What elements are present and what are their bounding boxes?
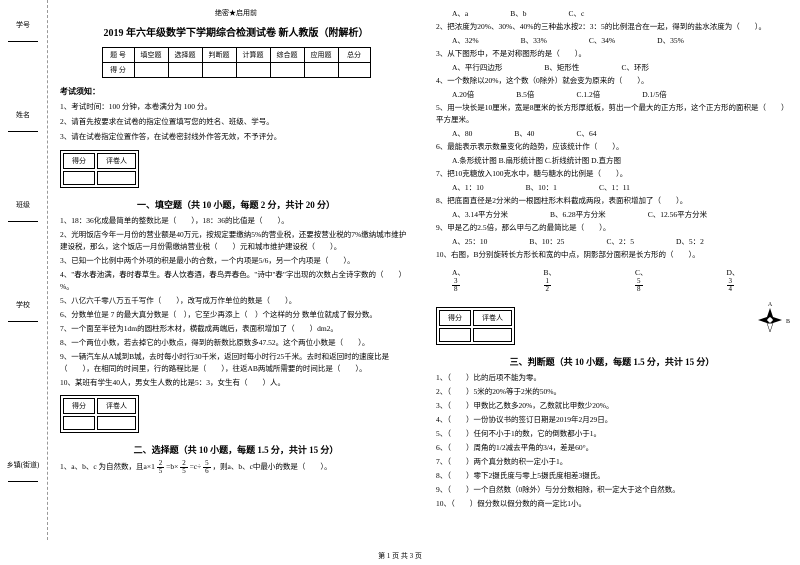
- notice-3: 3、请在试卷指定位置作答，在试卷密封线外作答无效，不予评分。: [60, 131, 412, 143]
- q3-3: 3、（ ）甲数比乙数多20%，乙数就比甲数少20%。: [436, 400, 788, 412]
- gutter-xingming: 姓名: [4, 110, 42, 132]
- q1-5: 5、八亿六千零八万五千写作（ ），改写成万作单位的数是（ ）。: [60, 295, 412, 307]
- sect2-title: 二、选择题（共 10 小题，每题 1.5 分，共计 15 分）: [60, 443, 412, 456]
- sect1-title: 一、填空题（共 10 小题，每题 2 分，共计 20 分）: [60, 198, 412, 211]
- q1-9: 9、一辆汽车从A城到B城，去时每小时行30千米，返回时每小时行25千米。去时和返…: [60, 351, 412, 375]
- q1-8: 8、一个两位小数，若去掉它的小数点，得到的新数比原数多47.52。这个两位小数是…: [60, 337, 412, 349]
- q3-1: 1、（ ）比的后项不能为零。: [436, 372, 788, 384]
- q1-1: 1、18：36化成最简单的整数比是（ ），18：36的比值是（ ）。: [60, 215, 412, 227]
- opts2-1: A、a B、b C、c: [452, 8, 788, 19]
- svg-text:B: B: [786, 319, 790, 325]
- gutter-banji: 班级: [4, 200, 42, 222]
- seal-text: 绝密★启用前: [60, 8, 412, 18]
- q3-9: 9、（ ）一个自然数（0除外）与分分数相除，积一定大于这个自然数。: [436, 484, 788, 496]
- opts2-7: A、1：10 B、10：1 C、1：11: [452, 182, 788, 193]
- opts2-2: A、32% B、33% C、34% D、35%: [452, 35, 788, 46]
- q3-2: 2、（ ）5米的20%等于2米的50%。: [436, 386, 788, 398]
- q3-5: 5、（ ）任何不小于1的数，它的倒数都小于1。: [436, 428, 788, 440]
- q2-1: 1、a、b、c 为自然数，且a×1 25 =b× 25 =c÷ 56 ，则a、b…: [60, 460, 412, 475]
- q3-10: 10、（ ）假分数以假分数的商一定比1小。: [436, 498, 788, 510]
- opts2-3: A、平行四边形 B、矩形性 C、环形: [452, 62, 788, 73]
- q1-2: 2、光明饭店今年一月份的营业额是40万元，按规定要缴纳5%的营业税，还要按营业税…: [60, 229, 412, 253]
- left-column: 绝密★启用前 2019 年六年级数学下学期综合检测试卷 新人教版（附解析） 题 …: [48, 0, 424, 540]
- sect1-score-box: 得分评卷人: [60, 150, 139, 188]
- gutter-xuexiao: 学校: [4, 300, 42, 322]
- q2-7: 7、把10克糖放入100克水中，糖与糖水的比例是（ ）。: [436, 168, 788, 180]
- compass-icon: A B: [750, 300, 790, 340]
- q2-2: 2、把浓度为20%、30%、40%的三种盐水按2：3：5的比例混合在一起，得到的…: [436, 21, 788, 33]
- binding-gutter: 学号 姓名 班级 学校 乡镇(街道): [0, 0, 48, 540]
- opts2-5: A、80 B、40 C、64: [452, 128, 788, 139]
- q2-3: 3、从下图形中，不是对称图形的是（ ）。: [436, 48, 788, 60]
- q3-7: 7、（ ）两个真分数的积一定小于1。: [436, 456, 788, 468]
- opts2-10: A、38 B、12 C、58 D、34: [452, 267, 788, 293]
- q2-10: 10、右图，B分别旋转长方形长和宽的中点，阴影部分面积是长方形的（ ）。: [436, 249, 788, 261]
- score-summary-table: 题 号 填空题 选择题 判断题 计算题 综合题 应用题 总分 得 分: [102, 47, 371, 78]
- q2-4: 4、一个数除以20%，这个数（0除外）就会变为原来的（ ）。: [436, 75, 788, 87]
- notice-2: 2、请首先按要求在试卷的指定位置填写您的姓名、班级、学号。: [60, 116, 412, 128]
- q1-6: 6、分数单位是 7 的最大真分数是（ ），它至少再添上（ ）个这样的分 数单位就…: [60, 309, 412, 321]
- right-column: A、a B、b C、c 2、把浓度为20%、30%、40%的三种盐水按2：3：5…: [424, 0, 800, 540]
- exam-title: 2019 年六年级数学下学期综合检测试卷 新人教版（附解析）: [60, 24, 412, 39]
- opts2-9: A、25：10 B、10：25 C、2：5 D、5：2: [452, 236, 788, 247]
- gutter-xuehao: 学号: [4, 20, 42, 42]
- q1-3: 3、已知一个比例中两个外项的积是最小的合数，一个内项是5/6，另一个内项是（ ）…: [60, 255, 412, 267]
- notice-1: 1、考试时间：100 分钟，本卷满分为 100 分。: [60, 101, 412, 113]
- q2-9: 9、甲是乙的2.5倍，那么甲与乙的最简比是（ ）。: [436, 222, 788, 234]
- q3-4: 4、（ ）一份协议书的签订日期是2019年2月29日。: [436, 414, 788, 426]
- opts2-4: A.20倍 B.5倍 C.1.2倍 D.1/5倍: [452, 89, 788, 100]
- q2-5: 5、用一块长是10厘米，宽是8厘米的长方形厚纸板，剪出一个最大的正方形，这个正方…: [436, 102, 788, 126]
- sect2-score-box: 得分评卷人: [60, 395, 139, 433]
- q1-10: 10、某班有学生40人，男女生人数的比是5：3，女生有（ ）人。: [60, 377, 412, 389]
- page-footer: 第 1 页 共 3 页: [0, 551, 800, 561]
- q3-6: 6、（ ）周角的1/2减去平角的3/4，差是60°。: [436, 442, 788, 454]
- sect3-score-box: 得分评卷人: [436, 307, 515, 345]
- q2-6: 6、最能表示表示数量变化的趋势，应该统计作（ ）。: [436, 141, 788, 153]
- q3-8: 8、（ ）零下2摄氏度与零上5摄氏度相差3摄氏。: [436, 470, 788, 482]
- opts2-8: A、3.14平方分米 B、6.28平方分米 C、12.56平方分米: [452, 209, 788, 220]
- gutter-xiangzhen: 乡镇(街道): [4, 460, 42, 482]
- q2-8: 8、把底面直径是2分米的一根圆柱形木料截成两段，表面积增加了（ ）。: [436, 195, 788, 207]
- opts2-6: A.条形统计图 B.扇形统计图 C.折线统计图 D.直方图: [452, 155, 788, 166]
- q1-4: 4、"春水春池满，春时春草生。春人饮春酒，春鸟弄春色。"诗中"春"字出现的次数占…: [60, 269, 412, 293]
- q1-7: 7、一个面至半径为1dm的圆柱形木材，横截成两端后，表面积增加了（ ）dm2。: [60, 323, 412, 335]
- svg-text:A: A: [768, 302, 773, 308]
- notice-heading: 考试须知：: [60, 86, 412, 97]
- sect3-title: 三、判断题（共 10 小题，每题 1.5 分，共计 15 分）: [436, 355, 788, 368]
